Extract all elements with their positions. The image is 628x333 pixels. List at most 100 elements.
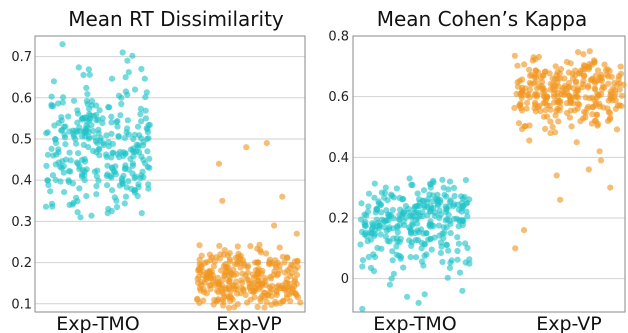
data-point	[555, 83, 562, 90]
data-point	[84, 91, 91, 98]
data-point	[568, 123, 575, 130]
data-point	[85, 135, 92, 142]
data-point	[423, 230, 430, 237]
data-point	[605, 80, 612, 87]
data-point	[455, 206, 462, 213]
data-point	[249, 271, 257, 278]
data-point	[131, 187, 138, 194]
data-point	[138, 172, 145, 179]
y-tick-label: 0.4	[11, 174, 32, 189]
data-point	[93, 102, 100, 109]
data-point	[511, 104, 518, 111]
data-point	[531, 92, 539, 99]
data-point	[446, 264, 453, 271]
data-point	[250, 289, 257, 296]
data-point	[83, 84, 90, 91]
data-point	[135, 184, 142, 191]
grid-rt	[35, 56, 305, 305]
data-point	[601, 61, 608, 68]
data-point	[618, 92, 625, 99]
data-point	[86, 71, 93, 78]
data-point	[103, 132, 110, 139]
data-point	[142, 94, 149, 101]
data-point	[409, 181, 416, 189]
data-point	[52, 136, 59, 143]
data-point	[144, 148, 151, 155]
data-point	[55, 159, 62, 166]
data-point	[83, 193, 90, 200]
data-point	[446, 178, 454, 185]
data-point	[414, 227, 421, 234]
data-point	[524, 99, 531, 106]
data-point	[78, 171, 85, 178]
data-point	[554, 89, 561, 96]
data-point	[580, 51, 587, 58]
panel-cohens-kappa: Mean Cohen’s Kappa 0 0.2 0.4 0.6 0.8 Exp-TMO…	[328, 7, 627, 333]
data-point	[443, 193, 450, 200]
data-point	[122, 162, 129, 169]
data-point	[400, 218, 407, 225]
data-point	[413, 254, 420, 261]
data-point	[462, 177, 469, 184]
data-point	[124, 57, 131, 64]
data-point	[206, 282, 213, 289]
data-point	[446, 198, 453, 205]
data-point	[552, 63, 559, 70]
data-point	[426, 191, 433, 198]
data-point	[464, 213, 471, 220]
data-point	[526, 137, 533, 144]
data-point	[216, 255, 223, 262]
data-point	[55, 146, 62, 153]
data-point	[437, 239, 445, 246]
data-point	[112, 171, 119, 178]
data-point	[109, 187, 116, 194]
data-point	[113, 203, 121, 211]
data-point	[607, 88, 614, 95]
data-point	[125, 166, 132, 173]
chart-title-rt: Mean RT Dissimilarity	[68, 7, 284, 31]
data-point	[91, 168, 98, 175]
data-point	[48, 145, 55, 152]
data-point	[246, 280, 253, 287]
data-point	[408, 230, 415, 237]
data-point	[386, 281, 393, 288]
data-point	[406, 237, 413, 244]
data-point	[552, 129, 559, 136]
data-point	[616, 73, 623, 80]
data-point	[134, 123, 142, 130]
data-point	[570, 100, 577, 107]
data-point	[602, 67, 610, 74]
data-point	[76, 166, 83, 173]
data-point	[108, 130, 115, 137]
data-point	[42, 203, 50, 210]
data-point	[557, 66, 565, 73]
data-point	[145, 122, 152, 129]
data-point	[93, 173, 100, 180]
data-point	[291, 289, 298, 297]
data-point	[284, 280, 291, 287]
data-point	[105, 143, 112, 150]
data-point	[574, 85, 582, 92]
data-point	[368, 229, 375, 237]
data-point	[234, 243, 241, 250]
data-point	[364, 238, 371, 245]
data-point	[466, 196, 473, 203]
data-point	[414, 236, 422, 244]
data-point	[88, 102, 95, 109]
data-point	[569, 75, 577, 82]
data-point	[129, 160, 136, 167]
data-point	[120, 172, 127, 179]
data-point	[273, 289, 280, 296]
data-point	[230, 272, 238, 279]
data-point	[427, 236, 434, 243]
data-point	[616, 80, 623, 87]
data-point	[443, 241, 450, 248]
data-point	[254, 303, 261, 311]
data-point	[440, 184, 447, 191]
data-point	[529, 57, 536, 64]
data-point	[58, 164, 65, 172]
data-point	[378, 245, 385, 252]
data-point	[567, 95, 574, 102]
data-point	[122, 74, 129, 81]
